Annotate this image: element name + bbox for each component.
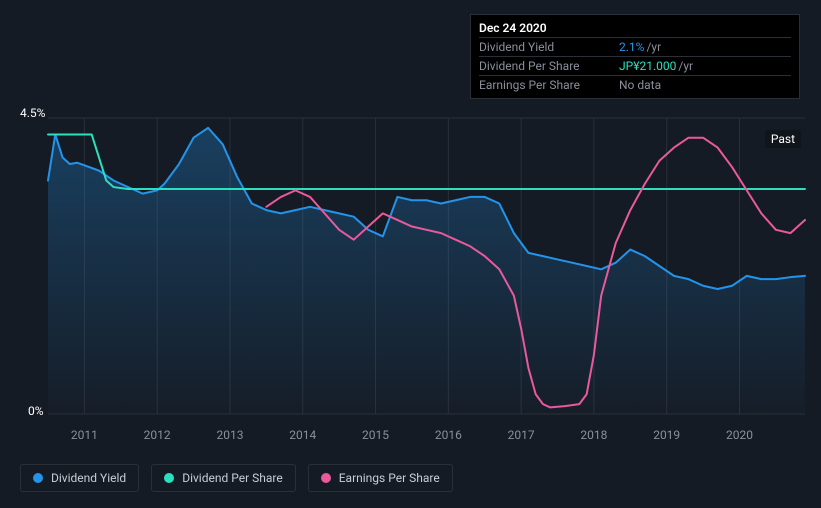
- legend: Dividend Yield Dividend Per Share Earnin…: [20, 464, 453, 492]
- x-tick: 2020: [726, 428, 753, 442]
- legend-label: Dividend Per Share: [182, 471, 283, 485]
- tooltip-value: 2.1%: [619, 40, 644, 54]
- past-badge: Past: [765, 130, 801, 148]
- legend-item-dividend-yield[interactable]: Dividend Yield: [20, 464, 139, 492]
- tooltip-date: Dec 24 2020: [479, 19, 791, 37]
- tooltip-value: No data: [619, 78, 661, 92]
- dividend-chart: 4.5% 0% Past 201120122013201420152016201…: [0, 0, 821, 508]
- tooltip-row-eps: Earnings Per Share No data: [479, 75, 791, 94]
- legend-label: Earnings Per Share: [339, 471, 440, 485]
- x-tick: 2012: [144, 428, 171, 442]
- tooltip-label: Dividend Per Share: [479, 59, 619, 73]
- tooltip-label: Earnings Per Share: [479, 78, 619, 92]
- x-tick: 2019: [653, 428, 680, 442]
- tooltip-suffix: /yr: [678, 59, 693, 73]
- tooltip-label: Dividend Yield: [479, 40, 619, 54]
- legend-swatch: [164, 473, 174, 483]
- legend-label: Dividend Yield: [51, 471, 126, 485]
- tooltip-row-yield: Dividend Yield 2.1% /yr: [479, 37, 791, 56]
- tooltip-value: JP¥21.000: [619, 59, 676, 73]
- tooltip-suffix: /yr: [646, 40, 661, 54]
- x-tick: 2015: [362, 428, 389, 442]
- legend-swatch: [321, 473, 331, 483]
- x-tick: 2017: [508, 428, 535, 442]
- legend-item-dividend-per-share[interactable]: Dividend Per Share: [151, 464, 296, 492]
- x-tick: 2014: [289, 428, 316, 442]
- x-tick: 2013: [216, 428, 243, 442]
- tooltip: Dec 24 2020 Dividend Yield 2.1% /yr Divi…: [470, 14, 800, 99]
- legend-swatch: [33, 473, 43, 483]
- series-group: [48, 128, 805, 414]
- legend-item-earnings-per-share[interactable]: Earnings Per Share: [308, 464, 453, 492]
- x-tick: 2018: [580, 428, 607, 442]
- tooltip-row-dps: Dividend Per Share JP¥21.000 /yr: [479, 56, 791, 75]
- x-tick: 2016: [435, 428, 462, 442]
- x-tick: 2011: [71, 428, 98, 442]
